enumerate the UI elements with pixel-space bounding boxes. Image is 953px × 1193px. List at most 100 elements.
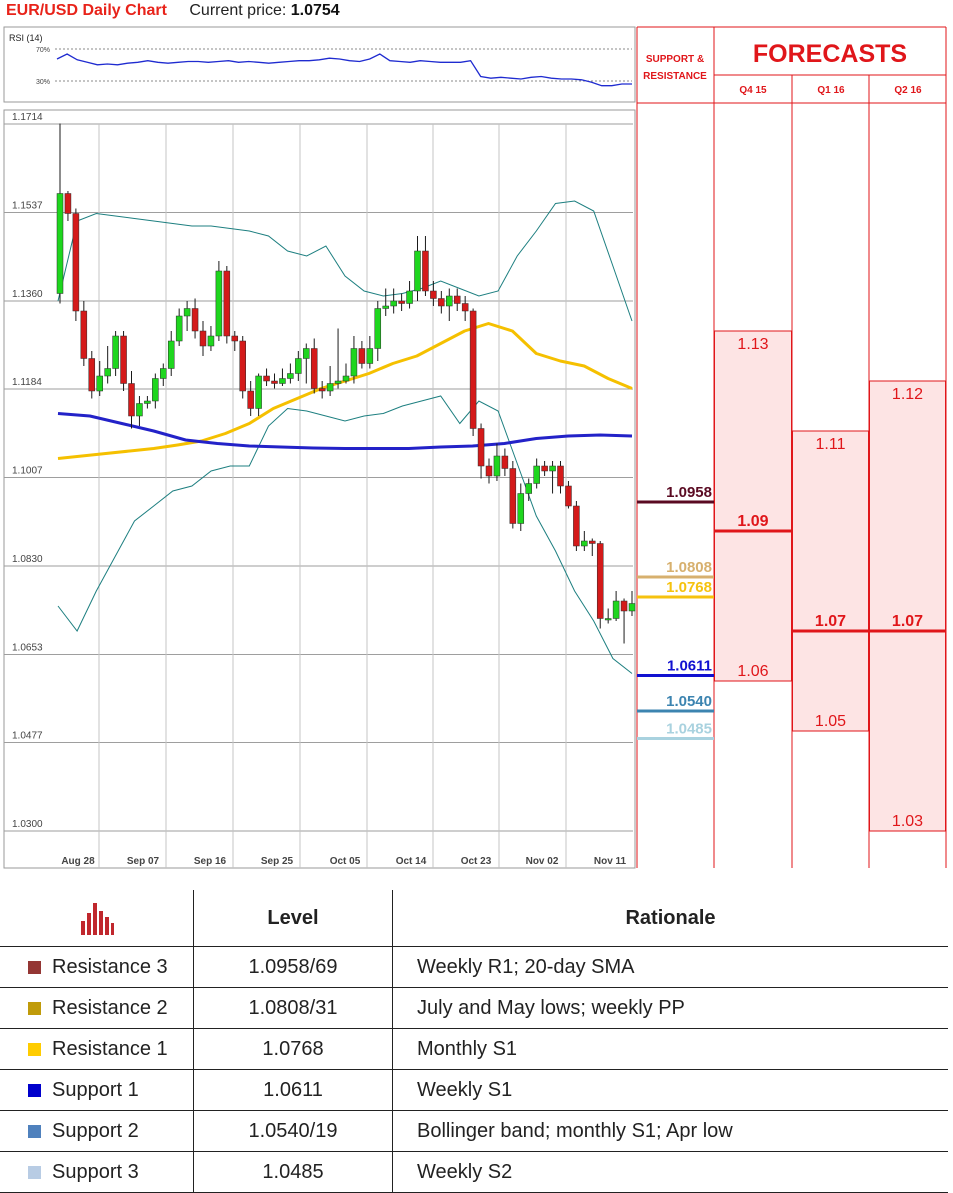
row-level: 1.0808/31 <box>193 987 393 1029</box>
sr-header-line1: SUPPORT & <box>646 54 704 65</box>
candle <box>517 483 525 531</box>
date-tick-label: Sep 16 <box>194 856 227 867</box>
candle <box>501 448 509 476</box>
candle <box>72 208 80 321</box>
candle <box>612 591 620 621</box>
date-axis-labels: Aug 28 Sep 07 Sep 16 Sep 25 Oct 05 Oct 14 Oct … <box>61 856 626 867</box>
table-row: Support 2 1.0540/19 Bollinger band; mont… <box>0 1110 948 1152</box>
candle <box>390 288 397 314</box>
bollinger-upper-line <box>57 200 633 322</box>
candle <box>604 608 612 624</box>
candle <box>80 301 88 366</box>
candle <box>628 591 636 616</box>
candle <box>573 501 580 551</box>
header-rationale: Rationale <box>392 890 948 947</box>
candle <box>295 351 302 381</box>
candle <box>430 281 437 306</box>
date-tick-label: Sep 25 <box>261 856 294 867</box>
forecast-mid-label: 1.09 <box>737 513 768 530</box>
candle <box>406 281 413 309</box>
candle <box>549 461 556 494</box>
candle <box>334 328 342 389</box>
forecast-range <box>869 380 946 832</box>
candle <box>175 308 183 346</box>
forecast-panel: SUPPORT & RESISTANCE FORECASTS Q4 15 Q1 … <box>636 26 947 868</box>
rsi-series-line <box>56 53 632 87</box>
candle <box>207 326 215 351</box>
candle <box>160 363 167 386</box>
levels-table-header: Level Rationale <box>0 890 948 947</box>
row-label: Support 1 <box>52 1078 139 1101</box>
date-gridlines <box>98 124 567 868</box>
candle <box>422 236 429 296</box>
candle <box>581 531 588 551</box>
candle <box>215 261 223 341</box>
row-label: Support 3 <box>52 1160 139 1183</box>
candle <box>446 288 453 321</box>
forecasts-title: FORECASTS <box>753 40 907 68</box>
current-price-value: 1.0754 <box>290 2 340 19</box>
forecast-low-label: 1.03 <box>892 813 923 830</box>
date-tick-label: Aug 28 <box>61 856 95 867</box>
swatch-support-2 <box>28 1124 41 1138</box>
row-level: 1.0540/19 <box>193 1110 393 1152</box>
candle <box>310 338 318 394</box>
swatch-support-1 <box>28 1083 41 1097</box>
candle <box>350 336 358 384</box>
candle <box>557 461 564 494</box>
candle <box>223 266 231 344</box>
swatch-resistance-2 <box>28 1001 41 1015</box>
date-tick-label: Oct 05 <box>330 856 361 867</box>
current-price: Current price: 1.0754 <box>189 2 339 19</box>
candle <box>493 443 501 481</box>
sr-level-label: 1.0485 <box>666 721 712 738</box>
date-tick-label: Sep 07 <box>127 856 160 867</box>
rsi-tick-70: 70% <box>36 47 50 54</box>
row-level: 1.0485 <box>193 1151 393 1193</box>
forecast-range <box>792 430 869 732</box>
candle <box>88 351 96 399</box>
rsi-title: RSI (14) <box>9 33 43 43</box>
price-tick-label: 1.0830 <box>12 554 43 565</box>
candle <box>255 373 262 416</box>
sr-header-line2: RESISTANCE <box>643 71 707 82</box>
row-level: 1.0958/69 <box>193 946 393 988</box>
candle <box>271 373 278 389</box>
row-label: Resistance 2 <box>52 996 168 1019</box>
table-row: Support 3 1.0485 Weekly S2 <box>0 1151 948 1193</box>
candle <box>167 331 175 376</box>
forecast-high-label: 1.13 <box>737 336 768 353</box>
candle <box>263 368 270 386</box>
rsi-panel: RSI (14) 70% 30% <box>3 26 636 103</box>
candle <box>541 461 548 476</box>
price-tick-label: 1.1714 <box>12 112 43 123</box>
chart-area: RSI (14) 70% 30% 1.1714 1.1537 1.1360 1.118… <box>3 26 947 869</box>
price-tick-label: 1.1360 <box>12 289 43 300</box>
date-tick-label: Nov 11 <box>594 856 627 867</box>
candle <box>56 123 64 304</box>
sr-level-label: 1.0611 <box>667 658 712 675</box>
table-row: Resistance 3 1.0958/69 Weekly R1; 20-day… <box>0 946 948 988</box>
candle <box>620 598 628 644</box>
row-rationale: Weekly R1; 20-day SMA <box>392 946 948 988</box>
candle <box>358 341 366 369</box>
bollinger-bands <box>57 200 633 674</box>
row-level: 1.0768 <box>193 1028 393 1070</box>
chart-title: EUR/USD Daily Chart <box>6 2 167 19</box>
row-rationale: Monthly S1 <box>392 1028 948 1070</box>
price-tick-label: 1.0653 <box>12 643 43 654</box>
row-rationale: Weekly S2 <box>392 1151 948 1193</box>
candle <box>239 336 246 399</box>
candle <box>596 541 604 629</box>
candle <box>366 336 374 369</box>
candle <box>112 331 119 376</box>
candle <box>326 366 334 396</box>
candle <box>279 368 286 386</box>
candle <box>104 346 111 384</box>
candle <box>64 191 72 221</box>
forecast-low-label: 1.06 <box>737 663 768 680</box>
forecast-mid-label: 1.07 <box>815 613 846 630</box>
row-rationale: Bollinger band; monthly S1; Apr low <box>392 1110 948 1152</box>
candle <box>485 458 493 484</box>
